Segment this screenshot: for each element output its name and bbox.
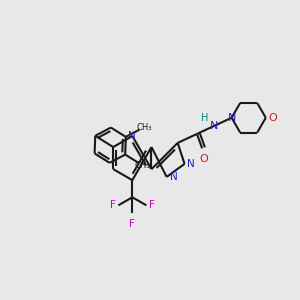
Text: CH₃: CH₃: [136, 123, 152, 132]
Text: N: N: [210, 121, 218, 131]
Text: CH₃: CH₃: [135, 161, 150, 170]
Text: N: N: [128, 131, 136, 141]
Text: N: N: [227, 113, 236, 123]
Text: O: O: [268, 113, 277, 123]
Text: H: H: [201, 113, 209, 123]
Text: O: O: [199, 154, 208, 164]
Text: N: N: [188, 159, 195, 169]
Text: F: F: [110, 200, 116, 210]
Text: N: N: [169, 172, 177, 182]
Text: F: F: [129, 219, 135, 229]
Text: F: F: [149, 200, 155, 210]
